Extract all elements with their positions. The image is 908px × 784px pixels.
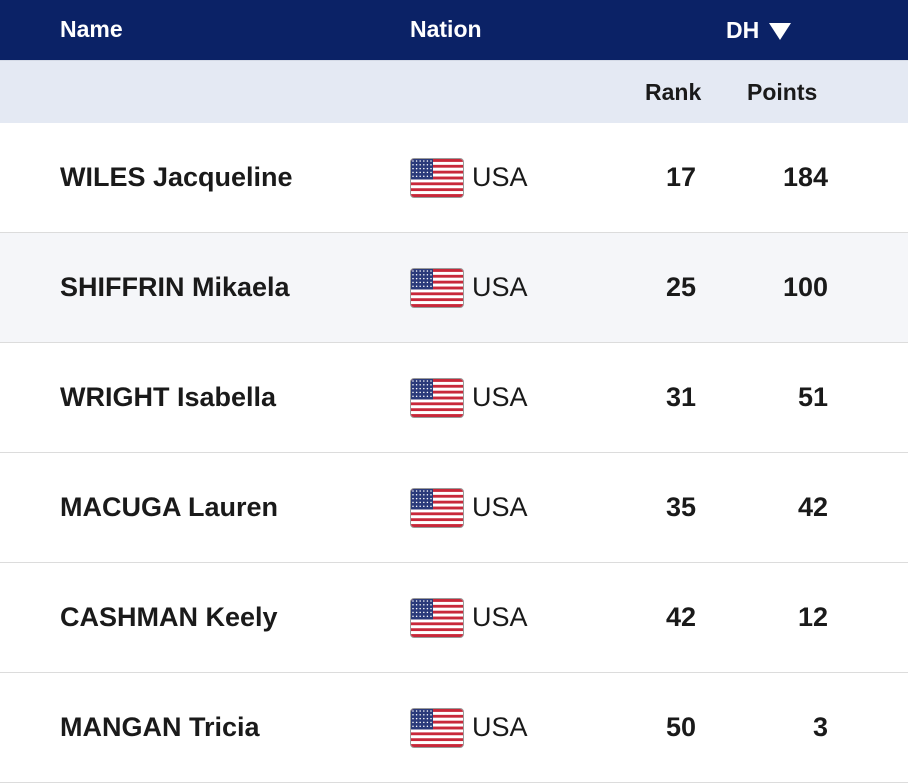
nation-code: USA — [472, 712, 528, 742]
nation-code: USA — [472, 492, 528, 522]
athlete-name[interactable]: MANGAN Tricia — [60, 712, 260, 742]
nation-cell: USA — [410, 123, 528, 232]
rank-value: 35 — [665, 492, 696, 522]
usa-flag-icon — [410, 267, 464, 308]
nation-code: USA — [472, 162, 528, 192]
rank-column-header[interactable]: Rank — [645, 79, 702, 105]
name-column-header[interactable]: Name — [60, 16, 123, 42]
rank-value: 50 — [665, 712, 696, 742]
points-value: 3 — [812, 712, 828, 742]
athlete-name[interactable]: WRIGHT Isabella — [60, 382, 277, 412]
table-row[interactable]: WILES Jacqueline USA 17 184 — [0, 123, 908, 233]
nation-cell: USA — [410, 673, 528, 782]
table-row[interactable]: CASHMAN Keely USA 42 12 — [0, 563, 908, 673]
nation-cell: USA — [410, 453, 528, 562]
table-header: Name Nation DH — [0, 0, 908, 60]
athlete-name[interactable]: SHIFFRIN Mikaela — [60, 272, 290, 302]
sort-descending-icon — [769, 22, 792, 40]
dh-column-header[interactable]: DH — [726, 0, 792, 60]
table-body: WILES Jacqueline USA 17 184 SHIFFRIN Mik… — [0, 123, 908, 783]
nation-cell: USA — [410, 343, 528, 452]
table-row[interactable]: MACUGA Lauren USA 35 42 — [0, 453, 908, 563]
athlete-name[interactable]: MACUGA Lauren — [60, 492, 279, 522]
table-row[interactable]: SHIFFRIN Mikaela USA 25 100 — [0, 233, 908, 343]
points-column-header[interactable]: Points — [747, 79, 818, 105]
table-row[interactable]: WRIGHT Isabella USA 31 51 — [0, 343, 908, 453]
rank-value: 31 — [665, 382, 696, 412]
nation-code: USA — [472, 272, 528, 302]
nation-code: USA — [472, 602, 528, 632]
usa-flag-icon — [410, 487, 464, 528]
usa-flag-icon — [410, 377, 464, 418]
athlete-name[interactable]: CASHMAN Keely — [60, 602, 278, 632]
athlete-name[interactable]: WILES Jacqueline — [60, 162, 293, 192]
points-value: 42 — [797, 492, 828, 522]
points-value: 100 — [782, 272, 828, 302]
dh-column-label: DH — [726, 17, 760, 43]
usa-flag-icon — [410, 597, 464, 638]
rank-value: 25 — [665, 272, 696, 302]
points-value: 184 — [782, 162, 828, 192]
points-value: 51 — [797, 382, 828, 412]
usa-flag-icon — [410, 157, 464, 198]
usa-flag-icon — [410, 707, 464, 748]
nation-code: USA — [472, 382, 528, 412]
table-subheader: Rank Points — [0, 60, 908, 123]
points-value: 12 — [797, 602, 828, 632]
rank-value: 17 — [665, 162, 696, 192]
nation-column-header[interactable]: Nation — [410, 16, 482, 42]
nation-cell: USA — [410, 563, 528, 672]
table-row[interactable]: MANGAN Tricia USA 50 3 — [0, 673, 908, 783]
rank-value: 42 — [665, 602, 696, 632]
nation-cell: USA — [410, 233, 528, 342]
